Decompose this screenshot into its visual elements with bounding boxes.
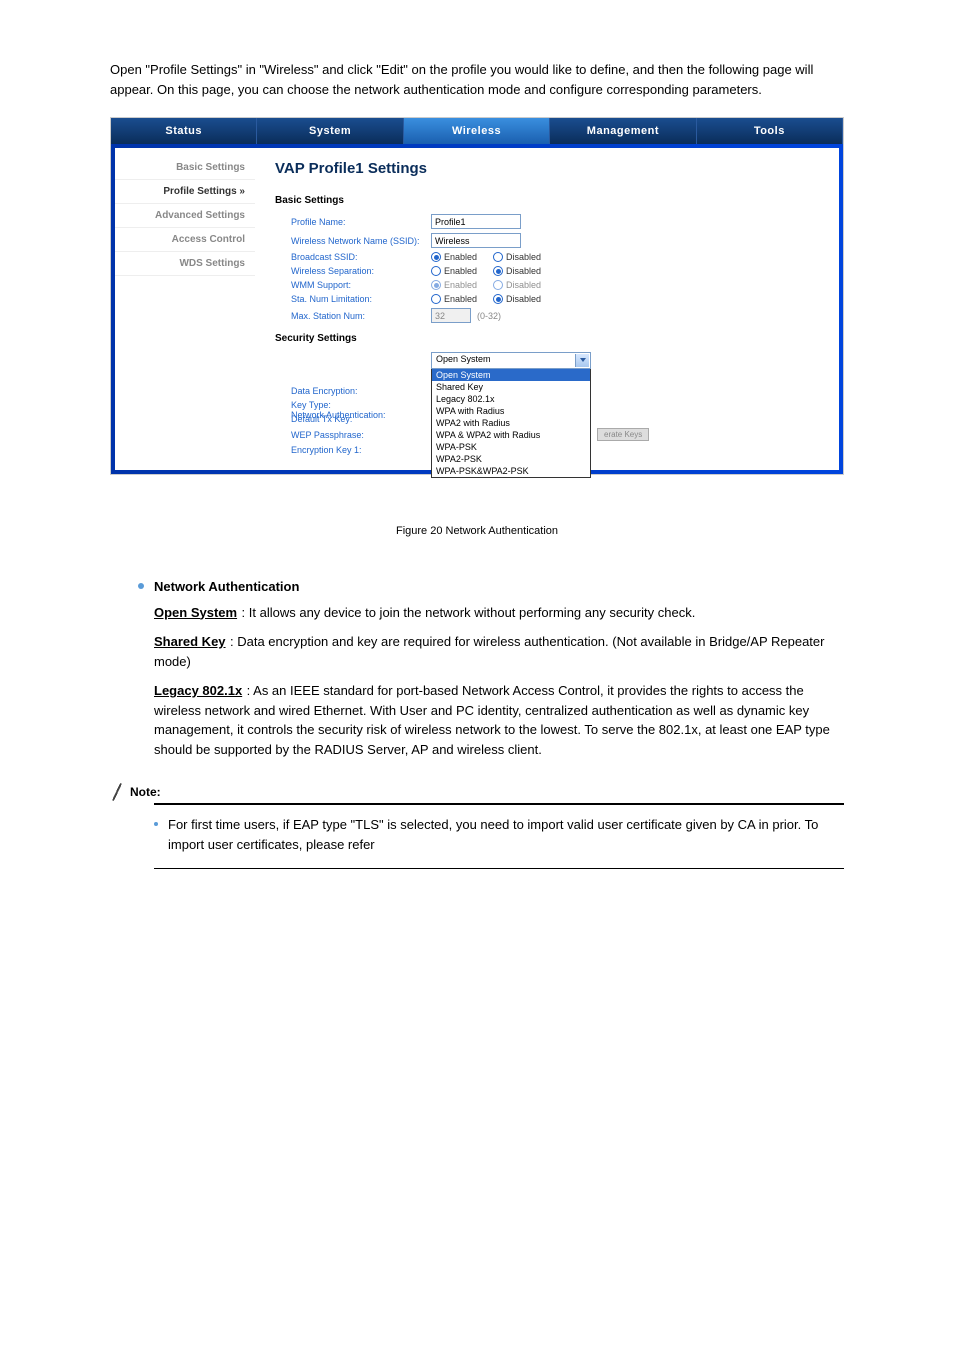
label-max-sta: Max. Station Num:: [291, 311, 431, 321]
row-wmm: WMM Support: Enabled Disabled: [275, 278, 819, 292]
input-profile-name[interactable]: [431, 214, 521, 229]
label-txkey: Default Tx Key:: [291, 414, 431, 424]
radio-broadcast-disabled-label: Disabled: [506, 252, 541, 262]
note-bullet-text: For first time users, if EAP type "TLS" …: [168, 815, 844, 854]
radio-sta-disabled[interactable]: [493, 294, 503, 304]
radio-wmm-enabled-label: Enabled: [444, 280, 477, 290]
chevron-down-icon: [580, 358, 586, 362]
label-keytype: Key Type:: [291, 400, 431, 410]
dropdown-auth[interactable]: Open System Shared Key Legacy 802.1x WPA…: [431, 368, 591, 478]
figure-caption: Figure 20 Network Authentication: [110, 525, 844, 537]
basic-settings-heading: Basic Settings: [275, 195, 819, 206]
label-ssid: Wireless Network Name (SSID):: [291, 236, 431, 246]
label-sta-limit: Sta. Num Limitation:: [291, 294, 431, 304]
bullet-icon: [138, 583, 144, 589]
note-bullet-row: For first time users, if EAP type "TLS" …: [110, 815, 844, 854]
def-legacy-8021x-text: : As an IEEE standard for port-based Net…: [154, 683, 830, 757]
option-wpa-wpa2-radius[interactable]: WPA & WPA2 with Radius: [432, 429, 590, 441]
nav-tabs: Status System Wireless Management Tools: [111, 118, 843, 144]
main-panel: VAP Profile1 Settings Basic Settings Pro…: [255, 148, 839, 470]
label-wmm: WMM Support:: [291, 280, 431, 290]
option-wpa-psk[interactable]: WPA-PSK: [432, 441, 590, 453]
def-open-system-text: : It allows any device to join the netwo…: [242, 605, 696, 620]
security-settings-heading: Security Settings: [275, 333, 819, 344]
bullet-network-auth: Network Authentication: [110, 577, 844, 597]
def-shared-key-text: : Data encryption and key are required f…: [154, 634, 824, 669]
tab-status[interactable]: Status: [111, 118, 257, 144]
def-shared-key-term: Shared Key: [154, 634, 226, 649]
row-max-sta: Max. Station Num: (0-32): [275, 306, 819, 325]
note-label-text: Note:: [130, 785, 161, 799]
sidebar-profile-settings[interactable]: Profile Settings »: [115, 180, 255, 204]
def-shared-key: Shared Key : Data encryption and key are…: [154, 632, 844, 671]
label-broadcast: Broadcast SSID:: [291, 252, 431, 262]
tab-tools[interactable]: Tools: [697, 118, 843, 144]
radio-separation-disabled[interactable]: [493, 266, 503, 276]
router-ui-window: Status System Wireless Management Tools …: [110, 117, 844, 475]
label-profile-name: Profile Name:: [291, 217, 431, 227]
option-wpa-psk-wpa2-psk[interactable]: WPA-PSK&WPA2-PSK: [432, 465, 590, 477]
note-hr-top: [154, 803, 844, 805]
tab-system[interactable]: System: [257, 118, 403, 144]
input-ssid[interactable]: [431, 233, 521, 248]
radio-sta-disabled-label: Disabled: [506, 294, 541, 304]
input-max-sta: [431, 308, 471, 323]
option-wpa2-psk[interactable]: WPA2-PSK: [432, 453, 590, 465]
note-label: Note:: [110, 785, 844, 799]
note-section: Note: For first time users, if EAP type …: [110, 785, 844, 869]
option-open-system[interactable]: Open System: [432, 369, 590, 381]
bullet-network-auth-label: Network Authentication: [154, 577, 299, 597]
radio-broadcast-disabled[interactable]: [493, 252, 503, 262]
radio-broadcast-enabled[interactable]: [431, 252, 441, 262]
select-auth-current: Open System: [432, 353, 590, 368]
row-profile-name: Profile Name:: [275, 212, 819, 231]
option-legacy-8021x[interactable]: Legacy 802.1x: [432, 393, 590, 405]
bullet-icon: [154, 822, 158, 826]
radio-sta-enabled-label: Enabled: [444, 294, 477, 304]
sidebar: Basic Settings Profile Settings » Advanc…: [115, 148, 255, 470]
pencil-icon: [108, 783, 126, 801]
row-ssid: Wireless Network Name (SSID):: [275, 231, 819, 250]
radio-broadcast-enabled-label: Enabled: [444, 252, 477, 262]
label-encryption: Data Encryption:: [291, 386, 431, 396]
sidebar-advanced-settings[interactable]: Advanced Settings: [115, 204, 255, 228]
option-wpa-radius[interactable]: WPA with Radius: [432, 405, 590, 417]
radio-separation-enabled-label: Enabled: [444, 266, 477, 276]
hint-max-sta: (0-32): [477, 311, 501, 321]
def-legacy-8021x-term: Legacy 802.1x: [154, 683, 242, 698]
label-wep: WEP Passphrase:: [291, 430, 431, 440]
sidebar-basic-settings[interactable]: Basic Settings: [115, 156, 255, 180]
row-broadcast: Broadcast SSID: Enabled Disabled: [275, 250, 819, 264]
radio-wmm-disabled: [493, 280, 503, 290]
sidebar-wds-settings[interactable]: WDS Settings: [115, 252, 255, 276]
radio-sta-enabled[interactable]: [431, 294, 441, 304]
option-shared-key[interactable]: Shared Key: [432, 381, 590, 393]
generate-keys-button[interactable]: erate Keys: [597, 428, 649, 441]
panel-title: VAP Profile1 Settings: [275, 160, 819, 177]
option-wpa2-radius[interactable]: WPA2 with Radius: [432, 417, 590, 429]
intro-paragraph: Open "Profile Settings" in "Wireless" an…: [110, 60, 844, 99]
radio-wmm-enabled: [431, 280, 441, 290]
sidebar-access-control[interactable]: Access Control: [115, 228, 255, 252]
def-open-system-term: Open System: [154, 605, 237, 620]
radio-separation-disabled-label: Disabled: [506, 266, 541, 276]
radio-wmm-disabled-label: Disabled: [506, 280, 541, 290]
note-hr-bot: [154, 868, 844, 869]
def-legacy-8021x: Legacy 802.1x : As an IEEE standard for …: [154, 681, 844, 759]
select-auth[interactable]: Open System: [431, 352, 591, 369]
tab-wireless[interactable]: Wireless: [404, 118, 550, 144]
row-sta-limit: Sta. Num Limitation: Enabled Disabled: [275, 292, 819, 306]
label-key1: Encryption Key 1:: [291, 445, 431, 455]
def-open-system: Open System : It allows any device to jo…: [154, 603, 844, 623]
radio-separation-enabled[interactable]: [431, 266, 441, 276]
row-separation: Wireless Separation: Enabled Disabled: [275, 264, 819, 278]
label-separation: Wireless Separation:: [291, 266, 431, 276]
tab-management[interactable]: Management: [550, 118, 696, 144]
